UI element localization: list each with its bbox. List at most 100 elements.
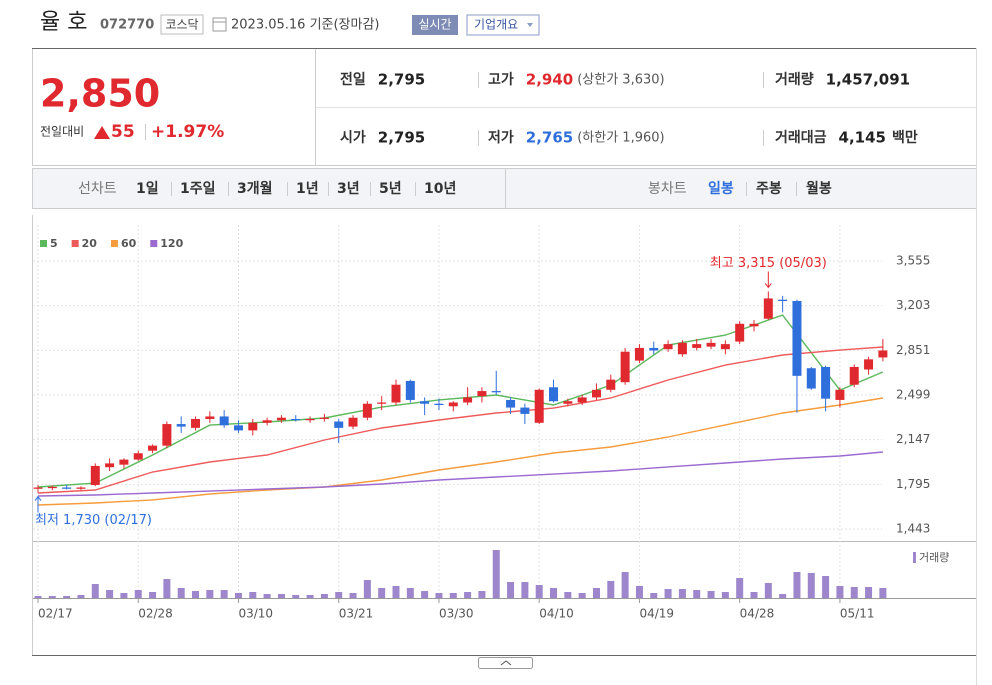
y-tick-label: 1,795 bbox=[896, 477, 930, 491]
volume-bar bbox=[277, 594, 285, 598]
candle-body bbox=[205, 416, 215, 419]
y-tick-label: 3,555 bbox=[896, 254, 930, 268]
company[interactable]: 기업개요 bbox=[474, 18, 518, 32]
candle-body bbox=[806, 368, 816, 389]
legend-label: 20 bbox=[82, 237, 98, 250]
x-tick-label: 04/10 bbox=[539, 607, 574, 621]
annotation-arrow bbox=[34, 495, 42, 513]
volume-bar bbox=[435, 593, 443, 598]
volume-bar bbox=[521, 582, 529, 598]
candle-body bbox=[491, 391, 501, 393]
candle-body bbox=[233, 425, 243, 431]
market: 코스닥 bbox=[165, 18, 198, 32]
volume-bar bbox=[779, 594, 787, 598]
candle-body bbox=[276, 417, 286, 421]
volume-bar bbox=[850, 587, 858, 598]
quote-label: 저가 bbox=[488, 130, 514, 146]
legend-label: 5 bbox=[50, 237, 58, 250]
candle-body bbox=[362, 403, 372, 418]
x-tick-label: 03/21 bbox=[339, 607, 374, 621]
x-tick-label: 03/10 bbox=[238, 607, 273, 621]
candle-body bbox=[262, 420, 272, 423]
volume-bar bbox=[578, 593, 586, 598]
period-tab[interactable]: 1년 bbox=[296, 181, 319, 197]
candle-tab[interactable]: 일봉 bbox=[708, 181, 734, 197]
change-label: 전일대비 bbox=[40, 125, 84, 139]
legend-label: 120 bbox=[160, 237, 183, 250]
volume-bar bbox=[234, 593, 242, 598]
volume-bar bbox=[736, 578, 744, 598]
y-tick-label: 3,203 bbox=[896, 298, 930, 312]
quote-value: 2,795 bbox=[378, 129, 425, 147]
period-tab[interactable]: 1일 bbox=[136, 181, 159, 197]
legend-swatch bbox=[71, 240, 79, 247]
quote-label: 거래량 bbox=[775, 72, 814, 88]
volume-bar bbox=[206, 590, 214, 598]
candle-tab[interactable]: 월봉 bbox=[806, 180, 832, 197]
candle-body bbox=[162, 424, 172, 446]
x-tick-label: 02/17 bbox=[38, 607, 73, 621]
realtime-button[interactable] bbox=[412, 15, 458, 35]
candle-body bbox=[248, 422, 258, 431]
realtime[interactable]: 실시간 bbox=[418, 18, 451, 32]
volume-bar bbox=[449, 593, 457, 598]
volume-bar bbox=[879, 588, 887, 598]
collapse-button[interactable] bbox=[478, 657, 533, 669]
volume-bar bbox=[263, 594, 271, 598]
candle-body bbox=[305, 418, 315, 421]
candle-body bbox=[620, 351, 630, 383]
x-tick-label: 05/11 bbox=[840, 607, 875, 621]
ma-line bbox=[37, 451, 883, 497]
quote-label: 고가 bbox=[488, 72, 514, 88]
candle-body bbox=[33, 487, 43, 489]
period-tab[interactable]: 10년 bbox=[424, 181, 456, 197]
legend-swatch bbox=[110, 240, 118, 247]
candle-body bbox=[191, 418, 201, 428]
candle-body bbox=[391, 384, 401, 403]
quote-label: 거래대금 bbox=[775, 130, 827, 146]
volume-bar bbox=[535, 585, 543, 598]
candle-body bbox=[835, 389, 845, 400]
candle-body bbox=[634, 347, 644, 361]
x-tick-label: 04/19 bbox=[639, 607, 674, 621]
volume-bar bbox=[621, 572, 629, 598]
volume-legend: 거래량 bbox=[919, 551, 949, 564]
volume-bar bbox=[836, 586, 844, 598]
volume-bar bbox=[120, 593, 128, 598]
candle-body bbox=[219, 416, 229, 426]
quote-value: 2,795 bbox=[378, 71, 425, 89]
candle-body bbox=[420, 401, 430, 404]
volume-bar bbox=[363, 580, 371, 598]
candle-body bbox=[864, 359, 874, 370]
volume-bar bbox=[635, 586, 643, 598]
period-tab[interactable]: 3년 bbox=[337, 181, 360, 197]
candle-tab[interactable]: 주봉 bbox=[756, 181, 782, 197]
volume-bar bbox=[678, 589, 686, 598]
candle-body bbox=[448, 402, 458, 407]
candle-body bbox=[878, 350, 888, 358]
calendar-icon bbox=[212, 17, 227, 32]
volume-bar bbox=[192, 591, 200, 598]
candle-body bbox=[778, 299, 788, 301]
x-tick-label: 04/28 bbox=[740, 607, 775, 621]
candle-body bbox=[849, 366, 859, 385]
quote-value: 2,765 bbox=[526, 129, 573, 147]
period-tab[interactable]: 3개월 bbox=[237, 180, 273, 197]
annotation-arrow bbox=[764, 271, 772, 289]
legend-swatch bbox=[40, 240, 47, 247]
volume-bar bbox=[650, 593, 658, 598]
volume-bar bbox=[378, 588, 386, 598]
volume-bar bbox=[320, 594, 328, 598]
volume-bar bbox=[335, 592, 343, 598]
period-tab[interactable]: 1주일 bbox=[180, 181, 216, 197]
candle-body bbox=[47, 486, 57, 489]
candle-body bbox=[606, 379, 616, 390]
annotation: 최저 1,730 (02/17) bbox=[35, 513, 152, 528]
tab-bar bbox=[32, 168, 977, 209]
volume-bar bbox=[707, 591, 715, 598]
period-tab[interactable]: 5년 bbox=[379, 181, 402, 197]
collapse-icon bbox=[500, 660, 512, 666]
company-button[interactable] bbox=[466, 14, 540, 36]
quote-unit: 백만 bbox=[892, 130, 918, 146]
